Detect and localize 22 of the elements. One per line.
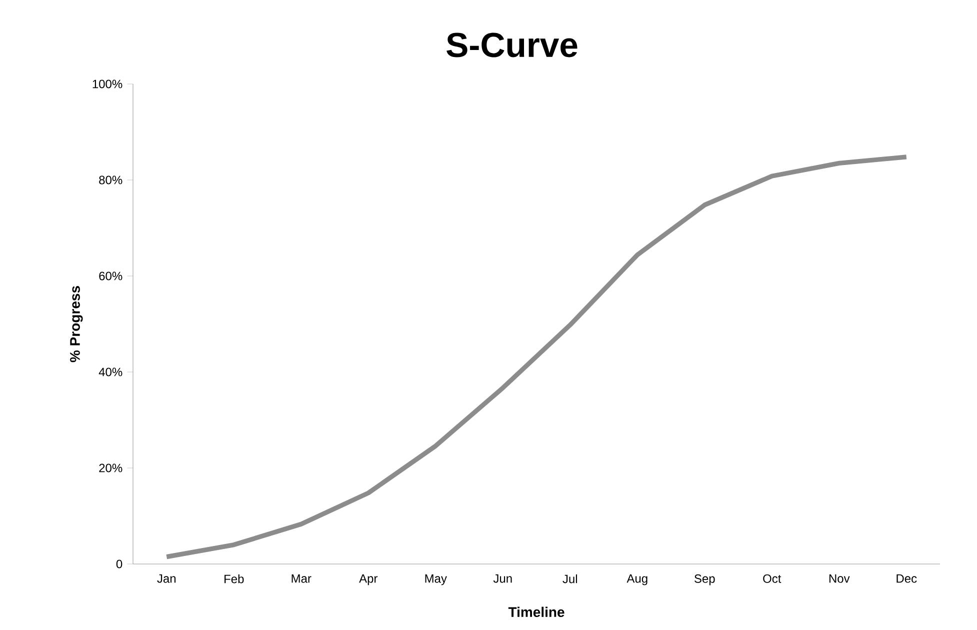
y-axis-title: % Progress (70, 286, 83, 362)
x-tick-label: May (425, 574, 447, 586)
x-tick-label: Dec (896, 574, 917, 583)
y-tick-label: 0 (116, 560, 122, 568)
x-tick-label: Jul (562, 574, 577, 584)
x-tick-label: Oct (763, 574, 782, 583)
y-tick-label: 40% (98, 368, 122, 376)
x-tick-label: Feb (224, 574, 244, 584)
y-tick-label: 100% (92, 80, 122, 88)
x-tick-label: Sep (694, 574, 715, 586)
x-tick-label: Apr (359, 574, 378, 586)
chart-title: S-Curve (446, 32, 578, 58)
x-tick-label: Jan (157, 574, 176, 583)
y-tick-label: 60% (99, 272, 122, 280)
x-tick-label: Jun (493, 574, 512, 583)
line-series (164, 154, 909, 560)
x-axis-title: Timeline (508, 606, 564, 618)
x-tick-label: Aug (626, 574, 648, 586)
y-tick-label: 20% (99, 464, 122, 472)
x-tick-label: Mar (292, 574, 312, 583)
x-tick-label: Nov (829, 574, 850, 583)
y-tick-label: 80% (99, 176, 122, 184)
